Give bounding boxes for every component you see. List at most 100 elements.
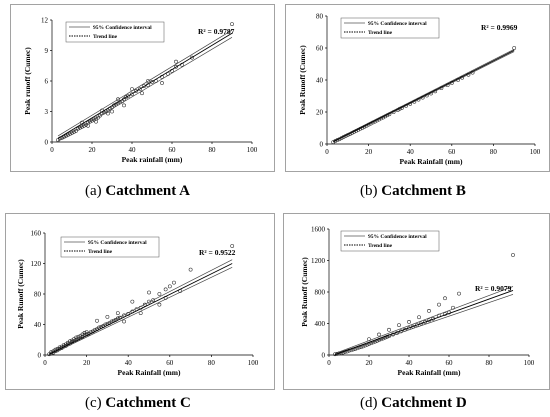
x-tick-label: 100 <box>247 146 258 154</box>
y-axis-label: Peak Runoff (Cumec) <box>300 257 309 327</box>
y-tick-label: 9 <box>45 47 49 55</box>
data-point <box>86 123 90 128</box>
caption-b-name: Catchment B <box>381 183 466 199</box>
data-point <box>417 315 421 320</box>
x-tick-label: 0 <box>325 148 329 156</box>
data-point <box>457 291 461 296</box>
legend-ci-label: 95% Confidence interval <box>368 234 427 240</box>
legend-ci-label: 95% Confidence interval <box>368 21 427 27</box>
x-tick-label: 0 <box>327 359 331 367</box>
legend-trend-label: Trend line <box>93 34 118 40</box>
caption-c: (c) Catchment C <box>85 395 191 412</box>
data-point <box>331 140 336 144</box>
y-tick-label: 40 <box>316 77 324 85</box>
y-tick-label: 40 <box>34 321 42 329</box>
ci-upper-line <box>49 259 233 354</box>
x-tick-label: 40 <box>406 359 414 367</box>
x-tick-label: 100 <box>524 359 535 367</box>
chart-a-svg: 0 20 40 60 80 100 0 3 6 9 12 Peak rainfall (mm) Peak… <box>10 4 275 172</box>
legend-box <box>340 230 440 252</box>
trend-line <box>333 49 515 143</box>
ci-lower-line <box>334 294 514 356</box>
x-tick-label: 80 <box>490 148 498 156</box>
y-tick-label: 0 <box>320 141 324 149</box>
legend-trend-label: Trend line <box>368 30 393 36</box>
data-point <box>106 111 110 116</box>
data-point <box>160 81 164 85</box>
y-tick-label: 6 <box>45 78 49 86</box>
x-tick-label: 0 <box>50 146 54 154</box>
chart-panel-b: 0 20 40 60 80 100 0 20 40 60 80 Peak Rainfall (mm) P… <box>285 4 550 172</box>
y-tick-label: 0 <box>38 352 42 360</box>
data-point <box>150 80 154 84</box>
data-point <box>174 59 178 64</box>
caption-d: (d) Catchment D <box>360 395 467 412</box>
data-point <box>147 290 151 295</box>
legend: 95% Confidence interval Trend line <box>60 236 160 258</box>
x-axis-label: Peak Rainfall (mm) <box>118 368 181 377</box>
x-tick-label: 80 <box>209 146 217 154</box>
data-point <box>76 126 80 131</box>
trend-line <box>57 32 233 139</box>
x-tick-label: 20 <box>83 359 91 367</box>
data-point <box>68 131 72 136</box>
data-point <box>146 79 150 83</box>
data-point <box>115 311 120 315</box>
legend-trend-label: Trend line <box>88 249 113 255</box>
y-axis-label: Peak runoff (Cumec) <box>23 47 32 115</box>
ci-upper-line <box>57 29 233 137</box>
legend-box <box>65 21 165 43</box>
data-point <box>377 332 381 337</box>
y-tick-label: 160 <box>31 230 42 238</box>
data-point <box>167 284 172 289</box>
x-tick-label: 40 <box>129 146 137 154</box>
data-point <box>116 97 120 102</box>
x-tick-label: 60 <box>169 146 177 154</box>
caption-d-name: Catchment D <box>381 395 467 411</box>
data-point <box>387 327 391 332</box>
legend: 95% Confidence interval Trend line <box>65 21 165 43</box>
x-axis-label: Peak Rainfall (mm) <box>398 368 461 377</box>
caption-b: (b) Catchment B <box>360 183 466 200</box>
trend-line <box>48 263 233 355</box>
chart-d-svg: 0 20 40 60 80 100 0 400 800 1200 1600 Peak Rainfall… <box>283 213 550 390</box>
y-tick-label: 120 <box>31 260 42 268</box>
y-tick-label: 20 <box>316 109 324 117</box>
caption-b-letter: (b) <box>360 183 378 199</box>
legend-box <box>60 236 160 258</box>
data-point <box>70 130 74 135</box>
chart-panel-a: 0 20 40 60 80 100 0 3 6 9 12 Peak rainfall (mm) Peak… <box>10 4 275 172</box>
data-point <box>397 323 401 327</box>
y-tick-label: 400 <box>315 320 326 328</box>
y-tick-label: 800 <box>315 289 326 297</box>
data-point <box>78 125 82 130</box>
data-point <box>80 124 84 129</box>
data-point <box>98 113 102 118</box>
legend-ci-label: 95% Confidence interval <box>88 240 147 246</box>
x-tick-label: 40 <box>407 148 415 156</box>
y-tick-label: 1600 <box>311 226 326 234</box>
data-point <box>142 84 146 88</box>
x-tick-label: 60 <box>446 359 454 367</box>
data-point <box>230 244 235 248</box>
data-point <box>82 123 86 128</box>
legend-ci-label: 95% Confidence interval <box>93 25 152 31</box>
x-axis-label: Peak rainfall (mm) <box>122 155 183 164</box>
x-tick-label: 100 <box>248 359 259 367</box>
x-tick-label: 60 <box>166 359 174 367</box>
data-point <box>188 267 193 272</box>
data-point <box>407 320 411 324</box>
chart-panel-c: 0 20 40 60 80 100 0 40 80 120 160 Peak Rainfall (mm… <box>5 213 275 390</box>
data-point <box>84 122 88 127</box>
data-point <box>437 302 441 307</box>
data-point <box>172 280 176 285</box>
y-tick-label: 0 <box>45 139 49 147</box>
r-squared-label: R² = 0.9969 <box>481 23 518 32</box>
x-tick-label: 20 <box>366 359 374 367</box>
data-point <box>151 298 156 302</box>
data-point <box>90 118 94 123</box>
data-point <box>95 318 99 323</box>
data-point <box>511 253 515 257</box>
x-tick-label: 60 <box>448 148 456 156</box>
data-point <box>415 323 419 327</box>
